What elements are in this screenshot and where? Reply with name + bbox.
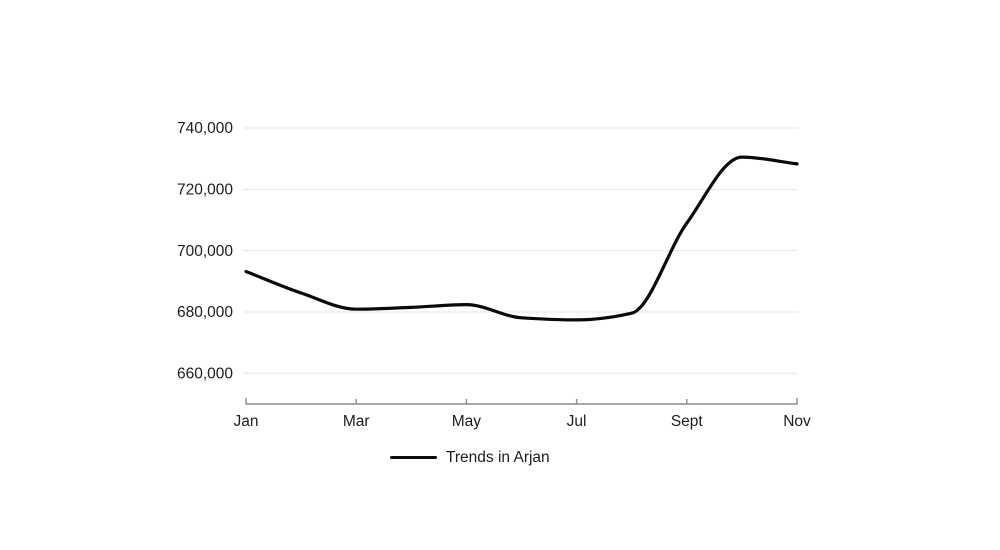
- x-axis-tick-label: Mar: [343, 413, 370, 430]
- x-axis-tick-label: May: [452, 413, 482, 430]
- trend-line-series[interactable]: [244, 155, 799, 322]
- x-axis-labels: Jan Mar May Jul Sept Nov: [234, 413, 812, 430]
- y-axis-tick-label: 660,000: [177, 366, 233, 383]
- y-axis-tick-label: 680,000: [177, 304, 233, 321]
- x-axis-tick-label: Jan: [234, 413, 259, 430]
- x-axis-tick-label: Nov: [783, 413, 811, 430]
- y-axis-tick-label: 720,000: [177, 182, 233, 199]
- x-axis-line: [245, 398, 798, 405]
- gridlines: [243, 127, 798, 374]
- y-axis-labels: 660,000 680,000 700,000 720,000 740,000: [177, 120, 233, 382]
- legend: Trends in Arjan: [390, 450, 550, 466]
- legend-line-swatch: [390, 456, 437, 460]
- x-axis: [245, 398, 798, 405]
- x-axis-tick-label: Jul: [567, 413, 587, 430]
- y-axis-tick-label: 740,000: [177, 120, 233, 137]
- legend-label: Trends in Arjan: [446, 449, 550, 466]
- x-axis-tick-label: Sept: [671, 413, 704, 430]
- y-axis-tick-label: 700,000: [177, 243, 233, 260]
